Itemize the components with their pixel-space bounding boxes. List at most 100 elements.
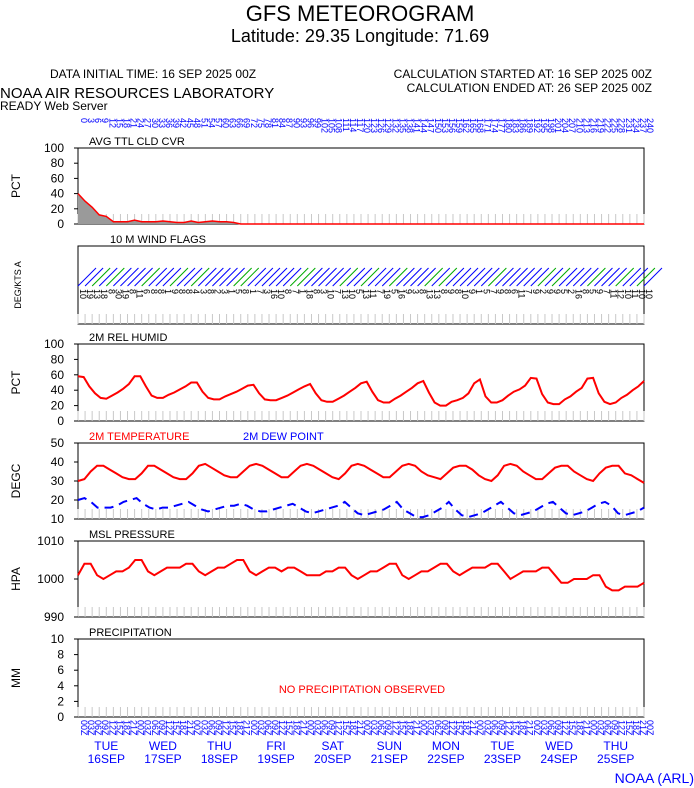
wind-barb <box>643 267 663 287</box>
bottom-hour-label: 21Z <box>185 720 195 736</box>
top-hour-label: 174 <box>489 118 499 133</box>
panel-frame <box>77 147 645 225</box>
bottom-hour-label: 18Z <box>574 720 584 736</box>
y-tick-label: 30 <box>51 474 65 488</box>
top-hour-label: 135 <box>397 118 407 133</box>
top-hour-label: 177 <box>496 118 506 133</box>
bottom-hour-label: 03Z <box>539 720 549 736</box>
wind-direction-label: 9 <box>545 289 555 294</box>
bottom-hour-label: 18Z <box>348 720 358 736</box>
wind-direction-label: 2 <box>538 289 548 294</box>
wind-direction-label: 5 <box>559 289 569 294</box>
top-hour-label: 231 <box>624 118 634 133</box>
wind-barb <box>537 267 557 287</box>
top-hour-label: 114 <box>348 118 358 132</box>
wind-direction-label: 8 <box>205 289 215 294</box>
bottom-hour-label: 06Z <box>603 720 613 736</box>
wind-direction-label: 7 <box>524 289 534 294</box>
wind-direction-label: 10 <box>637 289 647 299</box>
date-label: 19SEP <box>257 752 294 766</box>
wind-barb <box>565 267 585 287</box>
y-tick-label: 0 <box>57 217 64 231</box>
y-tick-label: 60 <box>51 368 65 382</box>
date-label: 24SEP <box>540 752 577 766</box>
bottom-hour-label: 12Z <box>390 720 400 736</box>
y-tick-label: 0 <box>57 414 64 428</box>
bottom-hour-label: 09Z <box>327 720 337 736</box>
day-of-week-label: WED <box>149 739 177 753</box>
wind-direction-label: 8 <box>106 289 116 294</box>
wind-barb <box>523 267 543 287</box>
y-tick-label: 4 <box>57 679 64 693</box>
wind-direction-label: 11 <box>609 289 619 298</box>
wind-barb <box>268 267 288 287</box>
top-hour-label: 201 <box>553 118 563 133</box>
bottom-hour-label: 03Z <box>256 720 266 736</box>
y-axis-label: DEG/KTS A <box>13 261 23 309</box>
wind-barb <box>622 267 642 287</box>
bottom-hour-label: 21Z <box>581 720 591 736</box>
wind-direction-label: 13 <box>92 289 102 299</box>
top-hour-label: 168 <box>475 118 485 133</box>
bottom-hour-label: 09Z <box>383 720 393 736</box>
day-of-week-label: FRI <box>266 739 285 753</box>
wind-barb <box>84 267 104 287</box>
wind-direction-label: 8 <box>184 289 194 294</box>
bottom-hour-label: 06Z <box>489 720 499 736</box>
top-hour-label: 192 <box>532 118 542 133</box>
bottom-hour-label: 03Z <box>369 720 379 736</box>
wind-barb <box>169 267 189 287</box>
bottom-hour-label: 09Z <box>610 720 620 736</box>
top-hour-label: 93 <box>298 118 308 128</box>
wind-barb <box>254 267 274 287</box>
bottom-hour-label: 15Z <box>114 720 124 736</box>
bottom-hour-label: 03Z <box>312 720 322 736</box>
precip-annotation: NO PRECIPITATION OBSERVED <box>279 684 445 696</box>
wind-barb <box>296 267 316 287</box>
wind-barb <box>282 267 302 287</box>
wind-direction-label: 4 <box>191 289 201 294</box>
y-axis-label: DEGC <box>9 463 23 498</box>
y-tick-label: 6 <box>57 663 64 677</box>
wind-direction-label: 18 <box>99 289 109 299</box>
wind-direction-label: 2 <box>566 289 576 294</box>
wind-barb <box>91 267 111 287</box>
bottom-hour-label: 15Z <box>454 720 464 736</box>
wind-direction-label: 9 <box>403 289 413 294</box>
wind-barb <box>219 267 238 287</box>
bottom-hour-label: 06Z <box>150 720 160 736</box>
top-hour-label: 234 <box>631 118 641 133</box>
wind-barb <box>445 267 465 287</box>
server-name: READY Web Server <box>0 99 108 113</box>
wind-direction-label: 8 <box>156 289 166 294</box>
wind-direction-label: 7 <box>290 289 300 294</box>
wind-direction-label: 3 <box>262 289 272 294</box>
y-tick-label: 20 <box>51 202 65 216</box>
wind-barb <box>148 267 168 287</box>
panel-title: 2M REL HUMID <box>89 332 167 344</box>
wind-direction-label: 7 <box>255 289 265 294</box>
bottom-hour-label: 18Z <box>631 720 641 736</box>
top-hour-label: 123 <box>369 118 379 133</box>
wind-barb <box>608 267 627 287</box>
wind-barb <box>396 267 415 287</box>
wind-direction-label: 3 <box>220 289 230 294</box>
bottom-hour-label: 09Z <box>100 720 110 736</box>
bottom-hour-label: 06Z <box>320 720 330 736</box>
wind-direction-label: 9 <box>467 289 477 294</box>
wind-barb <box>318 267 337 287</box>
wind-barb <box>240 267 260 287</box>
day-of-week-label: SAT <box>321 739 344 753</box>
top-hour-label: 3 <box>86 118 96 123</box>
wind-direction-label: 8 <box>241 289 251 294</box>
wind-barb <box>636 267 656 287</box>
wind-barb <box>332 267 352 287</box>
top-hour-label: 216 <box>588 118 598 133</box>
y-tick-label: 100 <box>44 337 64 351</box>
wind-barb <box>190 267 210 287</box>
wind-direction-label: 8 <box>128 289 138 294</box>
panel-precipitation: MM PRECIPITATION 0 24 68 10 NO PRECIPITATION O… <box>9 627 645 724</box>
y-tick-label: 1000 <box>37 572 64 586</box>
panel-title: MSL PRESSURE <box>89 529 175 541</box>
